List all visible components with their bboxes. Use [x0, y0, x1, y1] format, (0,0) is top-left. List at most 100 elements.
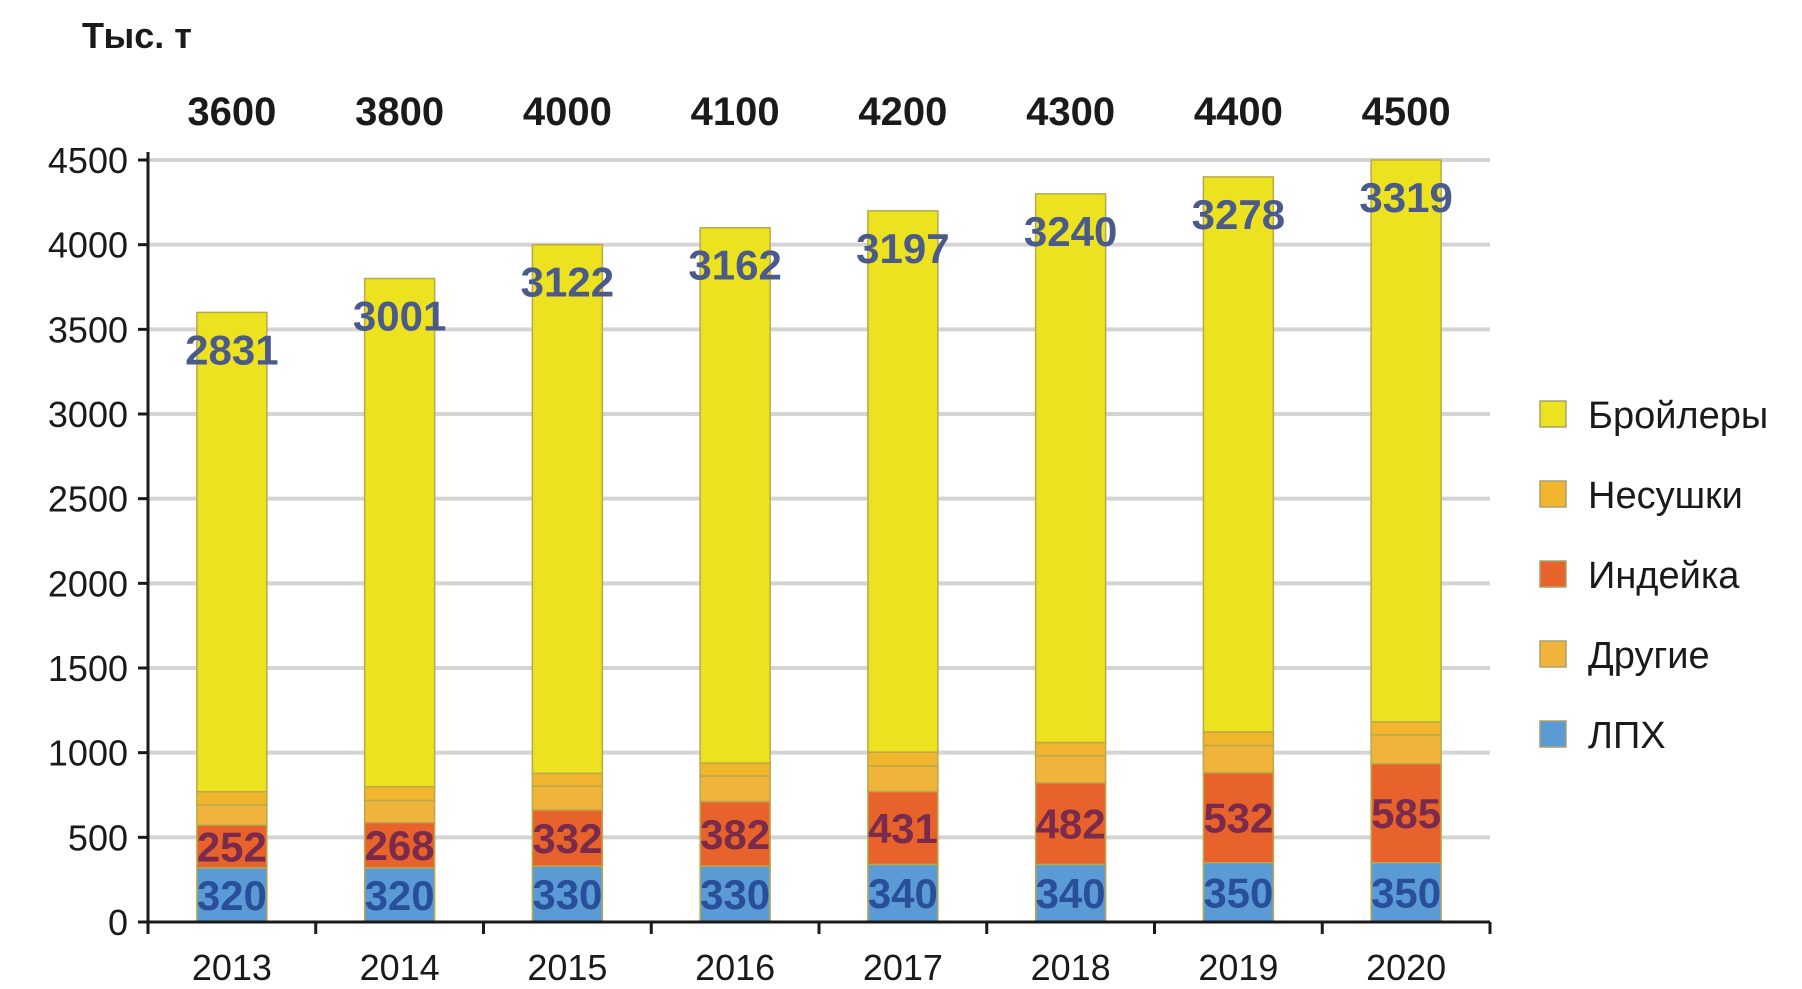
legend-swatch-Несушки	[1539, 480, 1567, 508]
x-tick-label-2015: 2015	[527, 947, 607, 988]
legend-label-Бройлеры: Бройлеры	[1588, 395, 1768, 437]
bar-Бройлеры-2016	[699, 226, 771, 764]
bar-Несушки-2015	[531, 772, 604, 787]
data-label-Индейка-2019: 532	[1203, 795, 1273, 842]
bar-Несушки-2020	[1370, 721, 1442, 736]
data-label-ЛПХ-2018: 340	[1036, 870, 1106, 917]
bar-Несушки-2016	[699, 762, 771, 777]
data-label-Индейка-2016: 382	[700, 811, 770, 858]
bar-Несушки-2013	[196, 791, 268, 806]
total-label-2018: 4300	[1026, 90, 1115, 134]
bar-Другие-2013	[196, 804, 268, 826]
legend-label-Индейка: Индейка	[1588, 555, 1740, 597]
bar-ЛПХ-2019	[1202, 861, 1275, 923]
y-tick-label-2500: 2500	[48, 479, 128, 520]
bar-Бройлеры-2017	[867, 210, 939, 753]
bar-ЛПХ-2017	[867, 863, 939, 923]
bar-ЛПХ-2014	[363, 867, 436, 923]
x-tick-label-2013: 2013	[192, 947, 272, 988]
bar-Другие-2020	[1370, 734, 1442, 765]
legend-swatch-Другие	[1539, 640, 1567, 668]
y-unit-label: Тыс. т	[82, 15, 192, 56]
total-label-2019: 4400	[1194, 90, 1283, 134]
data-label-Бройлеры-2018: 3240	[1024, 208, 1117, 255]
y-tick-label-500: 500	[68, 817, 128, 858]
total-label-2020: 4500	[1362, 90, 1451, 134]
bar-Несушки-2017	[867, 751, 939, 767]
data-label-ЛПХ-2015: 330	[532, 871, 602, 918]
data-label-Индейка-2017: 431	[868, 805, 938, 852]
data-label-Индейка-2015: 332	[532, 815, 602, 862]
data-label-Бройлеры-2017: 3197	[856, 225, 949, 272]
x-tick-label-2017: 2017	[863, 947, 943, 988]
data-label-Индейка-2018: 482	[1036, 801, 1106, 848]
bar-Другие-2018	[1034, 754, 1107, 784]
bar-Индейка-2019	[1202, 771, 1275, 864]
y-tick-label-4000: 4000	[48, 225, 128, 266]
bar-Бройлеры-2018	[1034, 193, 1107, 744]
data-label-Бройлеры-2020: 3319	[1359, 174, 1452, 221]
bar-Другие-2016	[699, 775, 771, 803]
data-labels: 3202522831360032026830013800330332312240…	[185, 90, 1453, 919]
bar-Несушки-2019	[1202, 731, 1275, 747]
bar-Индейка-2018	[1034, 782, 1107, 866]
bar-Другие-2015	[531, 785, 604, 811]
bar-Бройлеры-2013	[196, 311, 268, 793]
legend-swatch-Бройлеры	[1539, 400, 1567, 428]
total-label-2015: 4000	[523, 90, 612, 134]
legend-label-Другие: Другие	[1588, 635, 1710, 677]
data-label-ЛПХ-2013: 320	[197, 872, 267, 919]
bar-Индейка-2013	[196, 824, 268, 869]
bar-Несушки-2014	[363, 785, 436, 802]
x-tick-label-2019: 2019	[1198, 947, 1278, 988]
data-label-Бройлеры-2014: 3001	[353, 293, 446, 340]
legend-swatch-Индейка	[1539, 560, 1567, 588]
y-tick-label-2000: 2000	[48, 563, 128, 604]
data-label-Бройлеры-2015: 3122	[521, 259, 614, 306]
legend: Бройлеры Несушки Индейка Другие ЛПХ	[1539, 395, 1768, 757]
y-tick-label-0: 0	[108, 902, 128, 943]
y-tick-label-1500: 1500	[48, 648, 128, 689]
x-tick-label-2020: 2020	[1366, 947, 1446, 988]
gridlines	[148, 158, 1490, 840]
bar-Другие-2014	[363, 799, 436, 824]
y-tick-label-4500: 4500	[48, 140, 128, 181]
bar-Индейка-2020	[1370, 762, 1442, 864]
total-label-2014: 3800	[355, 90, 444, 134]
data-label-Индейка-2014: 268	[365, 822, 435, 869]
total-label-2013: 3600	[187, 90, 276, 134]
data-label-Индейка-2020: 585	[1371, 790, 1441, 837]
legend-swatch-ЛПХ	[1539, 720, 1567, 748]
data-label-Бройлеры-2016: 3162	[688, 242, 781, 289]
total-label-2017: 4200	[858, 90, 947, 134]
data-label-ЛПХ-2014: 320	[365, 872, 435, 919]
bar-Бройлеры-2015	[531, 243, 604, 775]
bar-Индейка-2015	[531, 809, 604, 867]
y-tick-label-3000: 3000	[48, 394, 128, 435]
bar-Бройлеры-2019	[1202, 176, 1275, 733]
data-label-Бройлеры-2013: 2831	[185, 326, 278, 373]
axes: 0 500 1000 1500 2000 2500 3000 3500 4000 4500 2013…	[48, 140, 1492, 988]
legend-label-ЛПХ: ЛПХ	[1588, 715, 1666, 757]
bar-Индейка-2014	[363, 821, 436, 869]
data-label-ЛПХ-2017: 340	[868, 870, 938, 917]
data-label-ЛПХ-2019: 350	[1203, 869, 1273, 916]
x-tick-label-2014: 2014	[360, 947, 440, 988]
legend-label-Несушки: Несушки	[1588, 475, 1743, 517]
bar-Другие-2019	[1202, 744, 1275, 774]
x-tick-label-2018: 2018	[1031, 947, 1111, 988]
bars	[196, 159, 1442, 923]
y-tick-label-1000: 1000	[48, 733, 128, 774]
bar-Несушки-2018	[1034, 741, 1107, 757]
data-label-ЛПХ-2016: 330	[700, 871, 770, 918]
data-label-Бройлеры-2019: 3278	[1192, 191, 1285, 238]
bar-ЛПХ-2015	[531, 865, 604, 923]
bar-Индейка-2016	[699, 800, 771, 867]
data-label-Индейка-2013: 252	[197, 823, 267, 870]
bar-Бройлеры-2020	[1370, 159, 1442, 723]
y-tick-label-3500: 3500	[48, 309, 128, 350]
data-label-ЛПХ-2020: 350	[1371, 869, 1441, 916]
total-label-2016: 4100	[691, 90, 780, 134]
x-tick-label-2016: 2016	[695, 947, 775, 988]
